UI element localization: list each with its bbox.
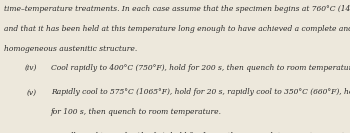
Text: and that it has been held at this temperature long enough to have achieved a com: and that it has been held at this temper… [4,25,350,33]
Text: homogeneous austenitic structure.: homogeneous austenitic structure. [4,45,138,53]
Text: Rapidly cool to 250°C (480°F), hold for 100 s, then quench to room temperature i: Rapidly cool to 250°C (480°F), hold for … [51,132,350,133]
Text: Rapidly cool to 575°C (1065°F), hold for 20 s, rapidly cool to 350°C (660°F), ho: Rapidly cool to 575°C (1065°F), hold for… [51,88,350,96]
Text: (vi): (vi) [25,132,37,133]
Text: (iv): (iv) [25,64,37,72]
Text: for 100 s, then quench to room temperature.: for 100 s, then quench to room temperatu… [51,108,222,116]
Text: (v): (v) [27,88,37,96]
Text: time–temperature treatments. In each case assume that the specimen begins at 760: time–temperature treatments. In each cas… [4,5,350,13]
Text: Cool rapidly to 400°C (750°F), hold for 200 s, then quench to room temperature.: Cool rapidly to 400°C (750°F), hold for … [51,64,350,72]
